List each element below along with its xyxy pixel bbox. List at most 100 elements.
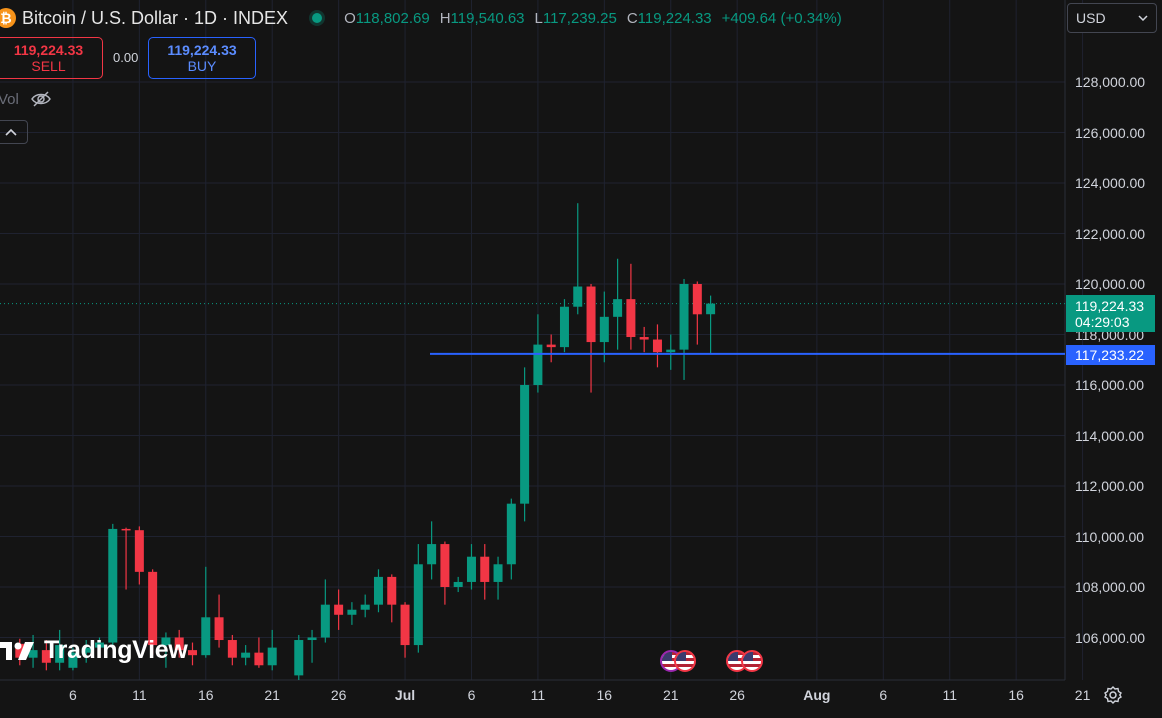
candle-body — [599, 316, 609, 343]
buy-button[interactable]: 119,224.33 BUY — [148, 37, 256, 79]
time-tick-label: 6 — [69, 687, 77, 703]
candle — [134, 526, 144, 585]
chevron-up-icon — [5, 128, 17, 136]
close-value: 119,224.33 — [637, 9, 712, 27]
candle — [55, 629, 65, 671]
candle — [599, 291, 609, 363]
price-tick-label: 112,000.00 — [1075, 478, 1145, 494]
candle — [692, 281, 702, 345]
symbol-header: ₿ Bitcoin / U.S. Dollar · 1D · INDEX O11… — [0, 6, 842, 30]
last-price-tag: 119,224.33 04:29:03 — [1066, 295, 1155, 332]
candle — [453, 576, 463, 593]
candle-body — [187, 650, 197, 656]
hidden-eye-icon[interactable] — [30, 90, 52, 113]
candle — [706, 295, 716, 354]
candle — [41, 640, 51, 671]
time-tick-label: 11 — [942, 687, 958, 703]
sell-label: SELL — [31, 58, 66, 74]
candle — [28, 634, 38, 668]
chevron-down-icon — [1138, 15, 1148, 21]
candle — [294, 634, 304, 680]
candle — [254, 637, 264, 668]
candle — [161, 632, 171, 668]
candle-body — [241, 652, 251, 658]
candle-body — [41, 650, 51, 663]
candle-body — [267, 647, 277, 666]
candle — [586, 284, 596, 393]
candle — [639, 326, 649, 353]
tradingview-watermark: TradingView — [0, 636, 188, 665]
candle — [320, 579, 330, 643]
candle — [466, 544, 476, 590]
candle-body — [466, 556, 476, 582]
candle-body — [559, 306, 569, 348]
horizontal-line-price-tag: 117,233.22 — [1066, 345, 1155, 365]
candle — [227, 634, 237, 666]
candle — [68, 647, 78, 671]
candle — [679, 278, 689, 380]
us-flag-event-icon[interactable] — [741, 650, 763, 672]
time-tick-label: 26 — [729, 687, 745, 703]
candle-body — [174, 637, 184, 651]
low-value: 117,239.25 — [542, 9, 617, 27]
volume-indicator-label[interactable]: Vol — [0, 91, 19, 108]
candle — [413, 544, 423, 653]
time-tick-label: 21 — [1074, 687, 1091, 703]
candle-body — [413, 564, 423, 646]
collapse-legend-button[interactable] — [0, 120, 28, 144]
market-status-icon[interactable] — [312, 13, 323, 23]
candle — [347, 602, 357, 625]
time-tick-label: 26 — [330, 687, 347, 703]
candle-body — [68, 652, 78, 668]
open-value: 118,802.69 — [355, 9, 430, 27]
price-tick-label: 128,000.00 — [1075, 74, 1146, 90]
candle — [307, 629, 317, 663]
time-tick-label: 11 — [132, 687, 147, 703]
symbol-title[interactable]: Bitcoin / U.S. Dollar · 1D · INDEX — [22, 7, 289, 28]
price-tick-label: 116,000.00 — [1075, 377, 1145, 393]
candle — [94, 637, 104, 658]
candle-body — [294, 640, 304, 676]
candle-body — [613, 299, 623, 317]
candle — [267, 629, 277, 671]
tradingview-logo-icon — [0, 641, 34, 660]
settings-icon[interactable] — [1103, 685, 1123, 710]
candle-body — [360, 604, 370, 610]
time-tick-label: 16 — [596, 687, 613, 703]
candle-body — [706, 303, 716, 315]
spread-value: 0.00 — [113, 50, 139, 65]
candle-body — [334, 604, 344, 615]
time-tick-label: 11 — [530, 687, 546, 703]
last-price-value: 119,224.33 — [1075, 298, 1145, 314]
candle-body — [121, 528, 131, 531]
candle-body — [227, 640, 237, 658]
candle-body — [161, 637, 171, 646]
price-tick-label: 114,000.00 — [1075, 427, 1145, 444]
low-label: L — [534, 9, 543, 27]
candle-body — [134, 530, 144, 572]
candle-body — [533, 344, 543, 385]
candle-body — [307, 637, 317, 641]
candle — [334, 589, 344, 630]
candle-body — [427, 544, 437, 565]
candle — [520, 367, 530, 522]
grid-lines — [0, 0, 1084, 680]
candle — [108, 523, 118, 648]
candle-body — [148, 571, 158, 646]
candle-body — [254, 652, 264, 666]
candle — [427, 521, 437, 580]
sell-price: 119,224.33 — [13, 42, 84, 58]
candle-body — [400, 604, 410, 646]
candle — [201, 566, 211, 658]
sell-button[interactable]: 119,224.33 SELL — [0, 37, 103, 79]
us-flag-event-icon[interactable] — [674, 650, 696, 672]
currency-select[interactable]: USD — [1067, 3, 1157, 33]
candle-body — [586, 286, 596, 343]
time-tick-label: 21 — [264, 687, 280, 703]
candle — [506, 498, 516, 580]
candle-body — [666, 349, 676, 353]
time-tick-label: 6 — [467, 687, 476, 703]
candle — [174, 629, 184, 658]
candle-body — [108, 528, 118, 643]
